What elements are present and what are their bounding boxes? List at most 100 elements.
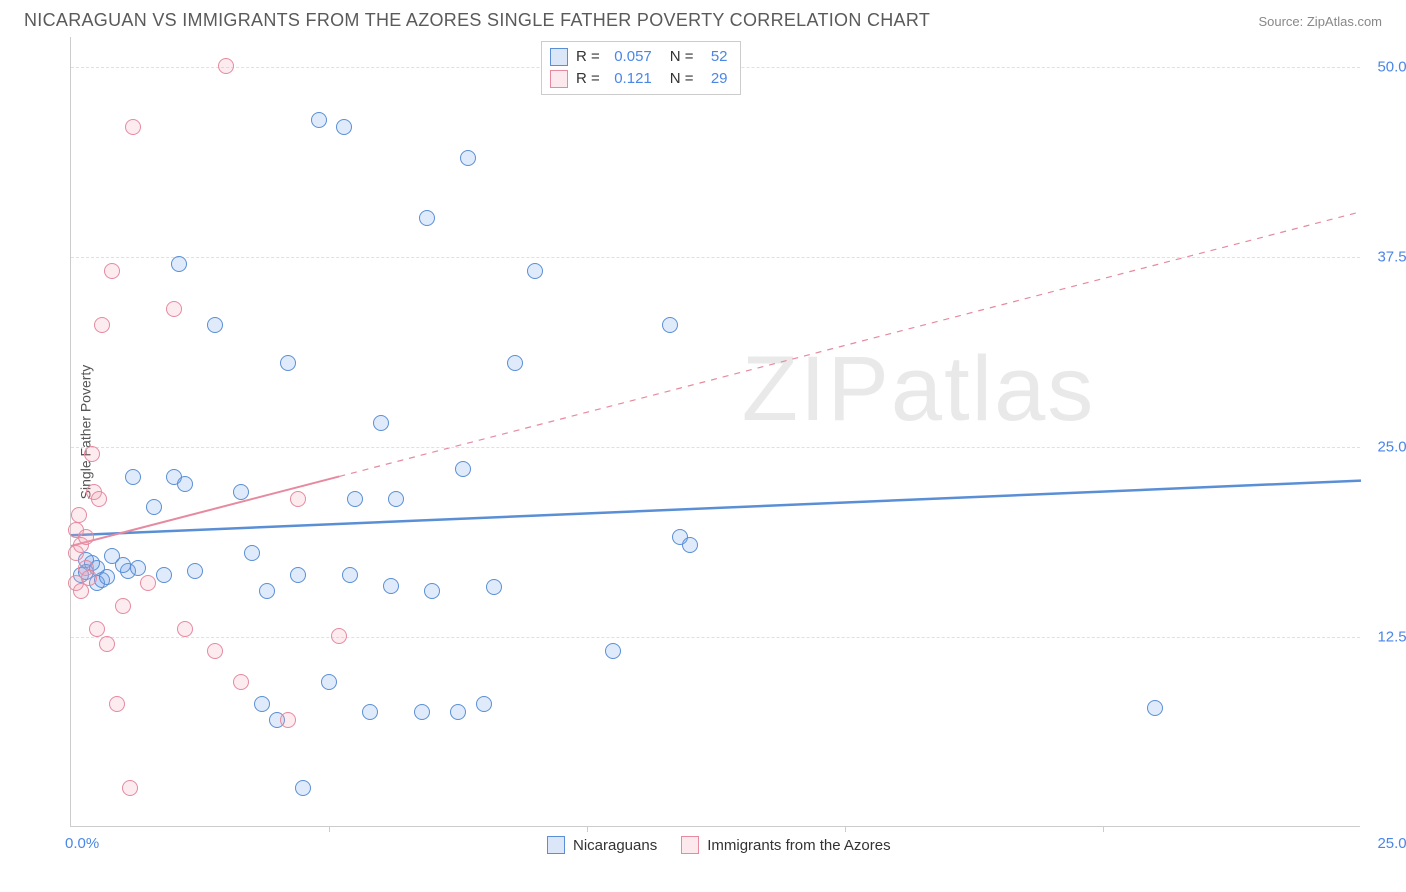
stat-label: R = <box>576 68 600 90</box>
data-point <box>207 643 223 659</box>
data-point <box>259 583 275 599</box>
data-point <box>373 415 389 431</box>
legend-swatch <box>681 836 699 854</box>
trend-line <box>71 481 1361 536</box>
data-point <box>419 210 435 226</box>
legend-item: Immigrants from the Azores <box>681 836 890 854</box>
trend-line <box>71 476 339 546</box>
x-tick-label: 0.0% <box>65 835 99 852</box>
x-tick-mark <box>1103 826 1104 832</box>
data-point <box>311 112 327 128</box>
stat-label: N = <box>670 46 694 68</box>
stats-legend: R = 0.057 N = 52 R = 0.121 N = 29 <box>541 41 741 95</box>
data-point <box>342 567 358 583</box>
stat-r-value: 0.057 <box>608 46 652 68</box>
data-point <box>171 256 187 272</box>
data-point <box>362 704 378 720</box>
stats-row: R = 0.121 N = 29 <box>550 68 728 90</box>
data-point <box>424 583 440 599</box>
legend-swatch <box>550 48 568 66</box>
data-point <box>295 780 311 796</box>
data-point <box>383 578 399 594</box>
data-point <box>460 150 476 166</box>
data-point <box>244 545 260 561</box>
y-tick-label: 12.5% <box>1366 629 1406 646</box>
stat-label: R = <box>576 46 600 68</box>
plot-area: ZIPatlas 12.5%25.0%37.5%50.0%0.0%25.0%R … <box>70 37 1360 827</box>
source-attribution: Source: ZipAtlas.com <box>1258 14 1382 29</box>
data-point <box>347 491 363 507</box>
data-point <box>233 674 249 690</box>
x-tick-mark <box>845 826 846 832</box>
data-point <box>104 263 120 279</box>
chart-title: NICARAGUAN VS IMMIGRANTS FROM THE AZORES… <box>24 10 930 31</box>
data-point <box>99 569 115 585</box>
data-point <box>507 355 523 371</box>
data-point <box>99 636 115 652</box>
data-point <box>527 263 543 279</box>
data-point <box>682 537 698 553</box>
data-point <box>130 560 146 576</box>
x-tick-label: 25.0% <box>1366 835 1406 852</box>
data-point <box>605 643 621 659</box>
gridline <box>71 447 1360 448</box>
stat-n-value: 52 <box>702 46 728 68</box>
x-tick-mark <box>329 826 330 832</box>
data-point <box>91 491 107 507</box>
legend-label: Nicaraguans <box>573 837 657 854</box>
data-point <box>254 696 270 712</box>
data-point <box>177 621 193 637</box>
data-point <box>115 598 131 614</box>
trend-line <box>339 212 1361 477</box>
y-tick-label: 50.0% <box>1366 59 1406 76</box>
stat-n-value: 29 <box>702 68 728 90</box>
data-point <box>140 575 156 591</box>
data-point <box>1147 700 1163 716</box>
data-point <box>109 696 125 712</box>
data-point <box>156 567 172 583</box>
gridline <box>71 637 1360 638</box>
data-point <box>125 469 141 485</box>
data-point <box>476 696 492 712</box>
gridline <box>71 257 1360 258</box>
data-point <box>115 557 131 573</box>
data-point <box>290 567 306 583</box>
data-point <box>290 491 306 507</box>
data-point <box>218 58 234 74</box>
data-point <box>187 563 203 579</box>
data-point <box>486 579 502 595</box>
stat-r-value: 0.121 <box>608 68 652 90</box>
data-point <box>81 570 97 586</box>
data-point <box>94 317 110 333</box>
series-legend: Nicaraguans Immigrants from the Azores <box>547 836 891 854</box>
data-point <box>455 461 471 477</box>
data-point <box>122 780 138 796</box>
data-point <box>414 704 430 720</box>
legend-item: Nicaraguans <box>547 836 657 854</box>
data-point <box>331 628 347 644</box>
data-point <box>78 529 94 545</box>
data-point <box>89 621 105 637</box>
x-tick-mark <box>587 826 588 832</box>
legend-swatch <box>547 836 565 854</box>
data-point <box>280 712 296 728</box>
chart-container: Single Father Poverty ZIPatlas 12.5%25.0… <box>24 37 1384 827</box>
stats-row: R = 0.057 N = 52 <box>550 46 728 68</box>
data-point <box>450 704 466 720</box>
data-point <box>321 674 337 690</box>
y-tick-label: 37.5% <box>1366 249 1406 266</box>
data-point <box>125 119 141 135</box>
data-point <box>84 446 100 462</box>
data-point <box>177 476 193 492</box>
y-tick-label: 25.0% <box>1366 439 1406 456</box>
data-point <box>388 491 404 507</box>
stat-label: N = <box>670 68 694 90</box>
data-point <box>146 499 162 515</box>
legend-label: Immigrants from the Azores <box>707 837 890 854</box>
legend-swatch <box>550 70 568 88</box>
data-point <box>662 317 678 333</box>
data-point <box>207 317 223 333</box>
data-point <box>233 484 249 500</box>
data-point <box>166 301 182 317</box>
data-point <box>71 507 87 523</box>
